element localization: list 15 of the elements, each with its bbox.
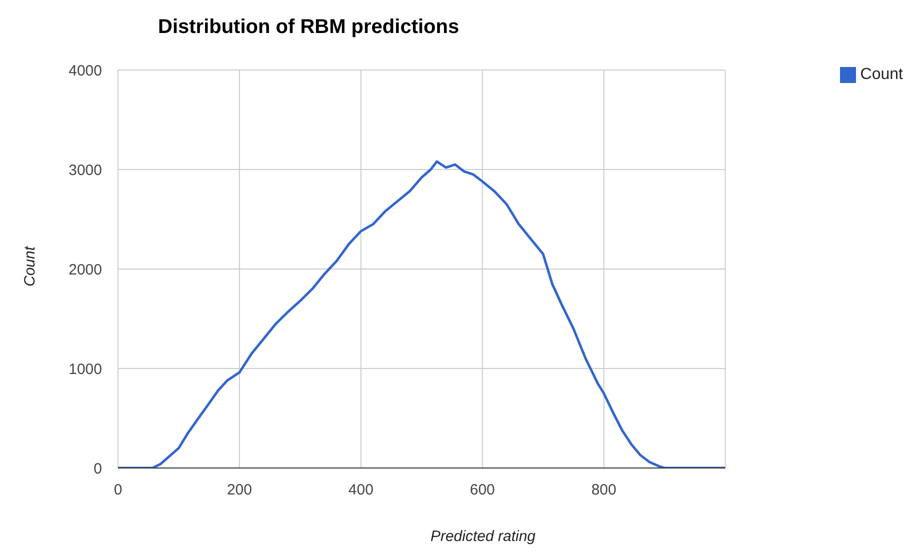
y-tick-label: 3000: [68, 162, 102, 179]
y-tick-label: 2000: [68, 261, 102, 278]
legend-label: Count: [860, 66, 903, 83]
x-tick-label: 800: [591, 482, 616, 499]
y-tick-label: 0: [94, 460, 102, 478]
x-tick-label: 200: [226, 482, 252, 499]
x-axis-title: Predicted rating: [429, 528, 537, 545]
x-tick-label: 0: [114, 482, 122, 499]
y-tick-label: 1000: [68, 360, 102, 378]
y-tick-label: 4000: [68, 62, 102, 80]
line-series: [118, 160, 726, 468]
y-axis-title: Count: [22, 246, 39, 287]
chart-title: Distribution of RBM predictions: [158, 16, 460, 39]
x-tick-label: 400: [348, 482, 374, 499]
x-tick-label: 600: [470, 482, 495, 499]
